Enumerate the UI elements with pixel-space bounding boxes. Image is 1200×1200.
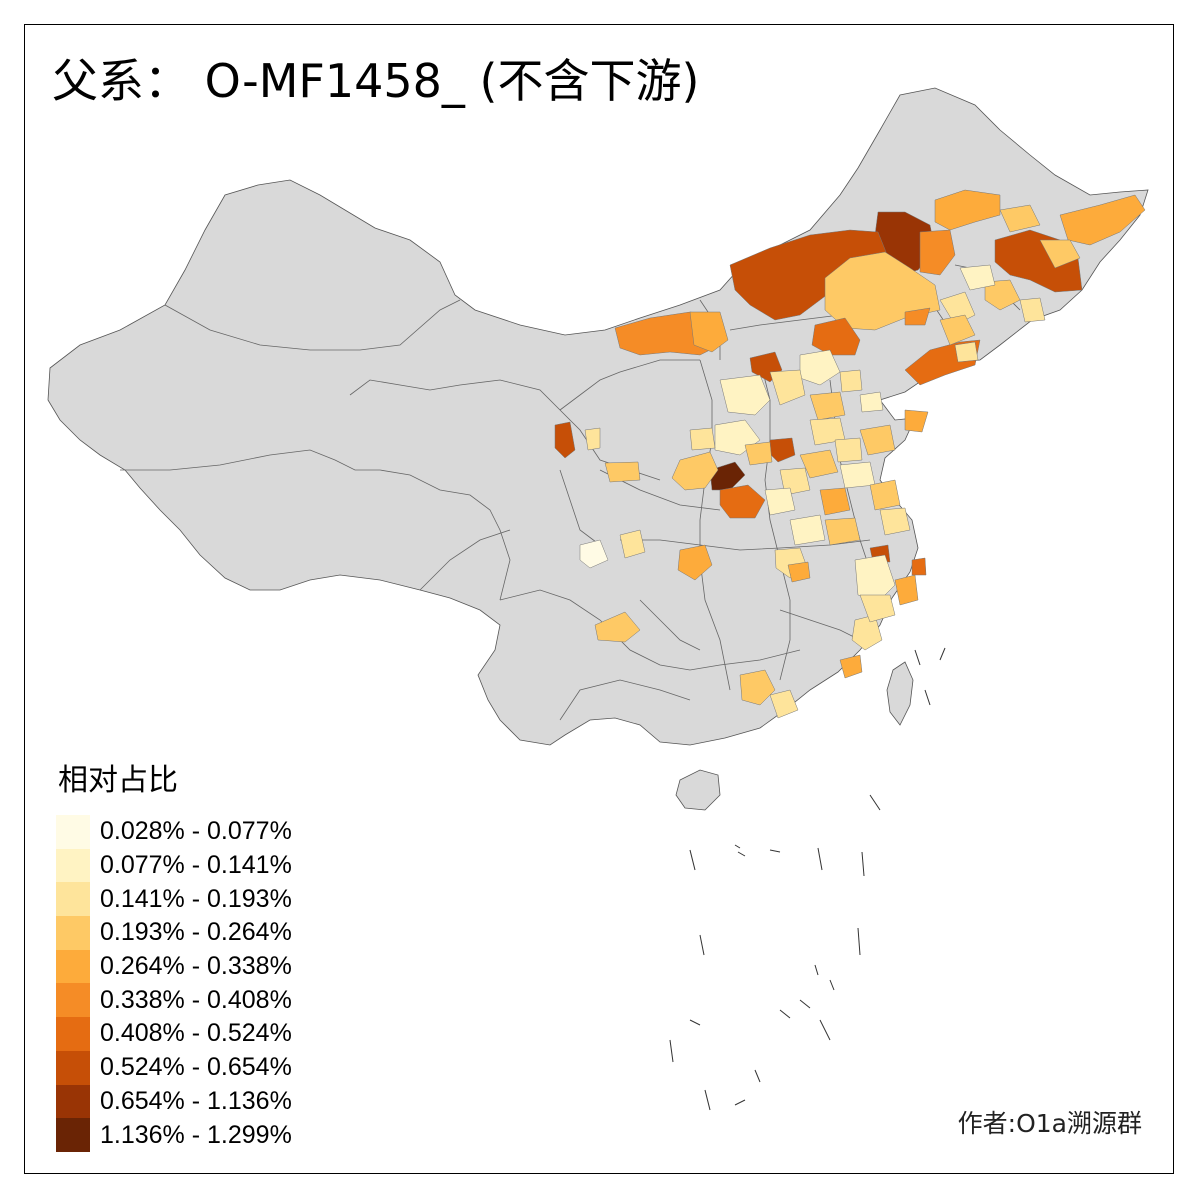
legend-item: 0.264% - 0.338% [56, 949, 292, 984]
legend-swatch [56, 949, 90, 984]
region-alashan [689, 311, 729, 353]
region-fujian-south [839, 654, 863, 679]
region-shanxi-south [709, 461, 746, 491]
region-yunnan-north [594, 611, 641, 643]
legend-swatch [56, 916, 90, 950]
legend-swatch [56, 1017, 90, 1051]
legend-item: 0.141% - 0.193% [56, 882, 292, 917]
legend-item: 0.408% - 0.524% [56, 1017, 292, 1051]
hainan-island [675, 769, 721, 811]
region-tianjin [859, 391, 884, 413]
region-gansu-tianshui [604, 461, 641, 483]
region-changchun [959, 264, 996, 291]
region-guangxi-south [769, 689, 799, 719]
legend-label: 0.077% - 0.141% [100, 851, 292, 880]
legend-label: 0.408% - 0.524% [100, 1019, 292, 1048]
region-jilin-east [1019, 297, 1046, 323]
region-guangxi [739, 669, 776, 706]
author-credit: 作者:O1a溯源群 [957, 1109, 1142, 1138]
region-harbin [984, 279, 1021, 311]
region-shanxi-linfen [744, 441, 773, 466]
legend-label: 0.524% - 0.654% [100, 1053, 292, 1082]
map-title: 父系： O-MF1458_ (不含下游) [52, 54, 700, 108]
region-hunan [787, 561, 811, 583]
legend-label: 1.136% - 1.299% [100, 1120, 292, 1149]
region-shanxi-north [769, 369, 806, 406]
legend-swatch [56, 1050, 90, 1085]
region-jiangsu-central [879, 507, 911, 536]
region-chifeng [811, 317, 861, 356]
region-beijing [839, 369, 863, 393]
region-yanbian [954, 341, 979, 363]
legend-item: 0.028% - 0.077% [56, 815, 292, 849]
region-ankang [677, 544, 713, 581]
region-sichuan-central [619, 529, 646, 559]
region-anhui-north [819, 487, 851, 516]
legend-label: 0.141% - 0.193% [100, 884, 292, 913]
legend-swatch [56, 983, 90, 1018]
region-henan-south [789, 514, 826, 546]
region-shandong-south [839, 461, 876, 489]
region-jiangxi-south [859, 594, 896, 623]
region-jiangsu-north [869, 479, 901, 511]
region-liaoning-central [939, 314, 976, 346]
region-hulunbuir-north [934, 189, 1001, 231]
legend-item: 0.193% - 0.264% [56, 916, 292, 950]
region-shaanxi-north [671, 451, 719, 491]
legend-label: 0.654% - 1.136% [100, 1086, 292, 1115]
legend-item: 0.338% - 0.408% [56, 983, 292, 1018]
region-shaanxi-yulin [719, 374, 771, 416]
taiwan-island [886, 661, 914, 726]
legend: 相对占比 0.028% - 0.077% 0.077% - 0.141% 0.141… [56, 755, 292, 1152]
legend-swatch [56, 848, 90, 883]
region-shaanxi-west [689, 427, 716, 451]
region-chaoyang [904, 307, 931, 326]
legend-swatch [56, 1084, 90, 1119]
legend-item: 0.077% - 0.141% [56, 848, 292, 883]
region-baicheng [939, 291, 976, 326]
region-anhui-central [824, 517, 861, 546]
region-henan-east [764, 487, 796, 516]
region-shaanxi-central [719, 484, 766, 519]
mainland-outline [47, 87, 1149, 746]
legend-swatch [56, 815, 90, 849]
region-shandong-west [834, 437, 863, 463]
legend-items: 0.028% - 0.077% 0.077% - 0.141% 0.141% - 0… [56, 815, 292, 1152]
region-shandong-central [859, 424, 896, 456]
region-jiangxi [854, 554, 896, 601]
region-heihe [1059, 194, 1146, 246]
region-zhejiang [894, 574, 919, 606]
region-hebei-central [809, 391, 846, 421]
legend-label: 0.264% - 0.338% [100, 952, 292, 981]
region-tongliao [919, 229, 956, 276]
region-heilongjiang-north [999, 204, 1041, 233]
legend-label: 0.193% - 0.264% [100, 918, 292, 947]
region-zhejiang-coast [911, 557, 927, 576]
region-qinghai-haixi [554, 421, 576, 459]
legend-label: 0.338% - 0.408% [100, 985, 292, 1014]
legend-swatch [56, 882, 90, 917]
region-jiamusi [1039, 239, 1081, 269]
legend-item: 1.136% - 1.299% [56, 1118, 292, 1152]
legend-item: 0.654% - 1.136% [56, 1084, 292, 1119]
legend-swatch [56, 1118, 90, 1152]
legend-label: 0.028% - 0.077% [100, 817, 292, 846]
region-xining [584, 427, 601, 451]
region-sichuan-west [579, 539, 609, 569]
legend-item: 0.524% - 0.654% [56, 1050, 292, 1085]
region-henan-north [799, 449, 839, 479]
legend-title: 相对占比 [58, 763, 178, 798]
region-shandong-qingdao [904, 409, 929, 433]
